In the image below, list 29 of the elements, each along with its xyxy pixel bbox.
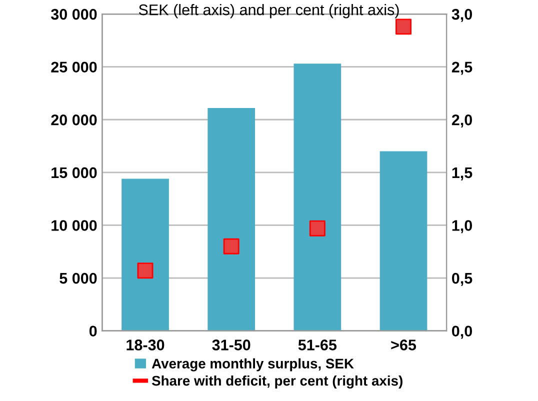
y-tick-label: 10 000 (52, 220, 97, 231)
point (223, 238, 240, 254)
point (309, 220, 326, 236)
x-tick-label: 51-65 (298, 340, 337, 350)
bar (208, 108, 256, 331)
y2-tick-label: 0,0 (452, 326, 472, 339)
x-tick-label: 31-50 (212, 340, 250, 350)
y2-tick-label: 1,0 (452, 220, 472, 234)
legend-label: Average monthly surplus, SEK (152, 358, 354, 372)
y-tick-label: 5 000 (60, 272, 97, 284)
chart-subtitle: SEK (left axis) and per cent (right axis) (138, 4, 399, 18)
y-tick-label: 30 000 (50, 8, 97, 20)
x-tick-label: >65 (391, 340, 416, 350)
bar (294, 64, 342, 331)
point (137, 262, 154, 279)
y-tick-label: 25 000 (51, 62, 97, 73)
bar (380, 151, 428, 331)
bar (122, 178, 169, 331)
x-tick-label: 18-30 (126, 340, 164, 350)
point (396, 18, 412, 35)
y2-tick-label: 1,5 (452, 167, 472, 180)
y-tick-label: 15 000 (52, 167, 97, 178)
y2-tick-label: 0,5 (452, 272, 472, 286)
y-tick-label: 20 000 (51, 114, 97, 126)
y2-tick-label: 2,0 (452, 114, 472, 128)
y2-tick-label: 3,0 (452, 8, 472, 22)
y2-tick-label: 2,5 (452, 62, 472, 75)
y-tick-label: 0 (89, 326, 97, 337)
legend-label: Share with deficit, per cent (right axis) (152, 375, 402, 388)
